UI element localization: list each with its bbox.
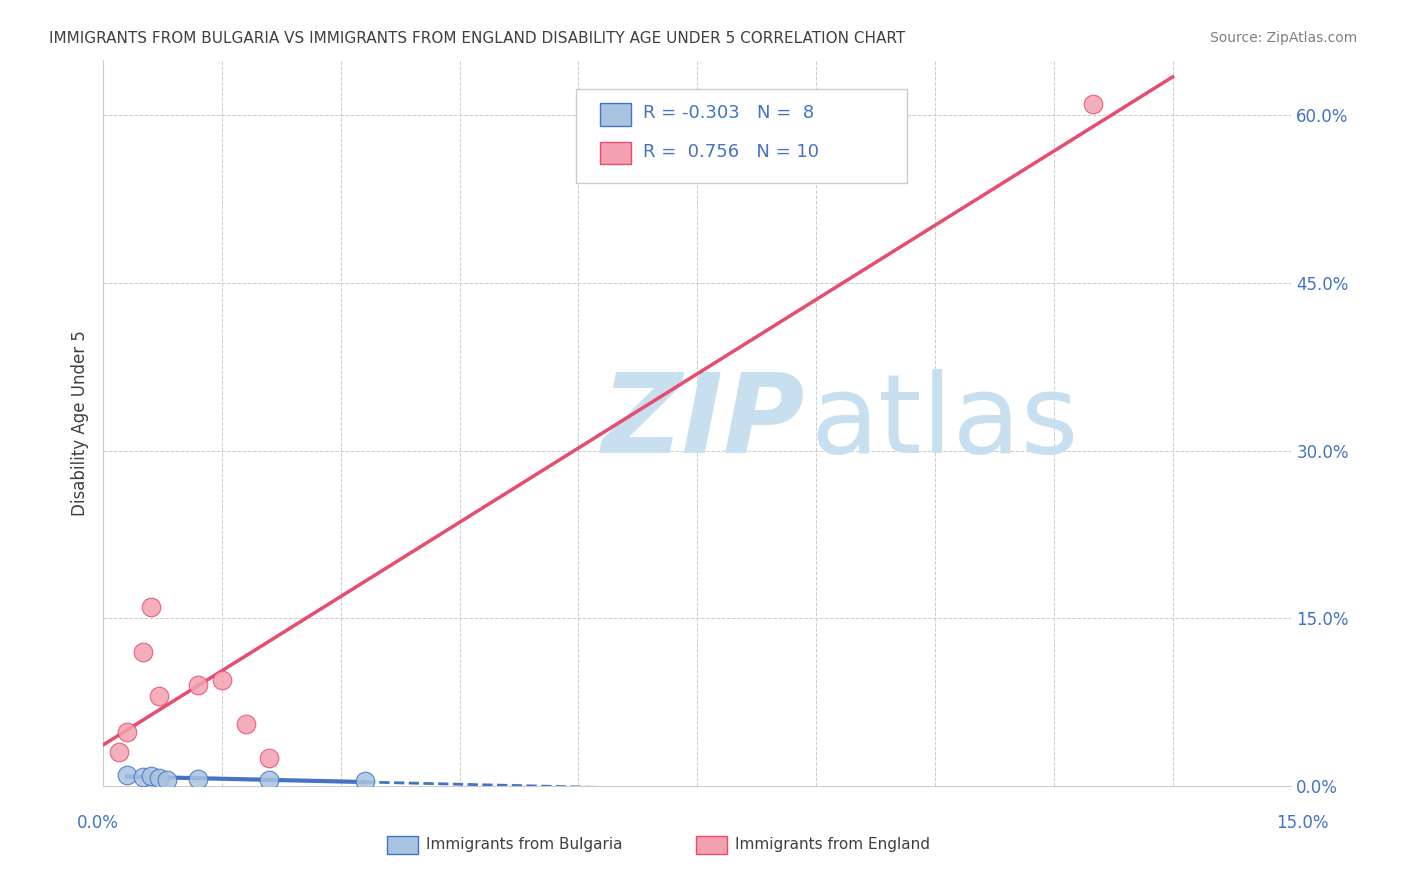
Text: Immigrants from England: Immigrants from England xyxy=(735,838,931,852)
Text: Source: ZipAtlas.com: Source: ZipAtlas.com xyxy=(1209,31,1357,45)
Text: R = -0.303   N =  8: R = -0.303 N = 8 xyxy=(643,104,814,122)
Point xyxy=(353,774,375,789)
Point xyxy=(259,773,281,788)
Text: 0.0%: 0.0% xyxy=(77,814,120,832)
Point xyxy=(148,690,170,704)
Point xyxy=(1083,97,1105,112)
Point xyxy=(115,725,138,739)
Point xyxy=(259,751,281,765)
Point xyxy=(155,773,177,788)
Text: atlas: atlas xyxy=(810,369,1078,476)
Point xyxy=(187,772,209,786)
Point xyxy=(148,771,170,785)
Point xyxy=(115,767,138,781)
Point xyxy=(187,678,209,692)
Text: Immigrants from Bulgaria: Immigrants from Bulgaria xyxy=(426,838,623,852)
Text: ZIP: ZIP xyxy=(602,369,806,476)
Point xyxy=(132,645,155,659)
Text: R =  0.756   N = 10: R = 0.756 N = 10 xyxy=(643,143,818,161)
Point xyxy=(139,599,162,614)
Text: IMMIGRANTS FROM BULGARIA VS IMMIGRANTS FROM ENGLAND DISABILITY AGE UNDER 5 CORRE: IMMIGRANTS FROM BULGARIA VS IMMIGRANTS F… xyxy=(49,31,905,46)
Y-axis label: Disability Age Under 5: Disability Age Under 5 xyxy=(72,330,89,516)
Point xyxy=(235,717,257,731)
Point xyxy=(211,673,233,687)
Point xyxy=(108,745,131,759)
Point xyxy=(139,769,162,783)
Text: 15.0%: 15.0% xyxy=(1277,814,1329,832)
Point xyxy=(132,770,155,784)
